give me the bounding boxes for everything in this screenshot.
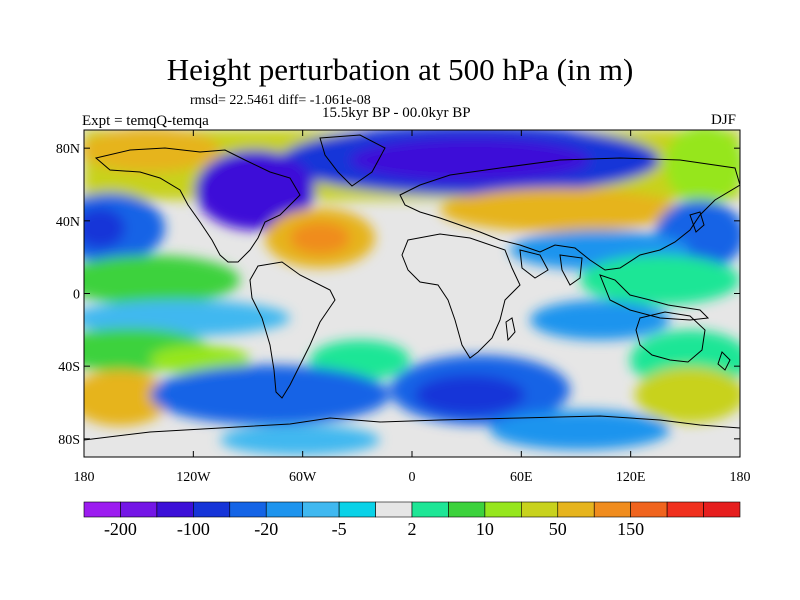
colorbar-swatch xyxy=(703,501,741,518)
colorbar-label: 150 xyxy=(617,519,644,539)
lon-tick-label: 180 xyxy=(730,470,751,485)
lon-tick-label: 0 xyxy=(409,470,416,485)
stats-label: rmsd= 22.5461 diff= -1.061e-08 xyxy=(190,93,371,108)
coastlines xyxy=(84,134,740,441)
season-label: DJF xyxy=(711,112,737,128)
period-label: 15.5kyr BP - 00.0kyr BP xyxy=(322,105,471,121)
colorbar-swatch xyxy=(302,501,340,518)
colorbar-swatch xyxy=(557,501,595,518)
colorbar-swatch xyxy=(83,501,121,518)
colorbar-swatch xyxy=(666,501,704,518)
colorbar-label: 2 xyxy=(408,519,417,539)
colorbar-label: -20 xyxy=(254,519,278,539)
colorbar-swatch xyxy=(193,501,231,518)
lon-axis: 180 120W 60W 0 60E 120E 180 xyxy=(74,130,751,485)
colorbar-swatch xyxy=(411,501,449,518)
lon-tick-label: 60E xyxy=(510,470,533,485)
colorbar-swatch xyxy=(229,501,267,518)
colorbar-swatch xyxy=(156,501,194,518)
colorbar-swatch xyxy=(265,501,303,518)
lon-tick-label: 120E xyxy=(616,470,646,485)
colorbar-label: 10 xyxy=(476,519,494,539)
colorbar-label: -200 xyxy=(104,519,137,539)
lat-axis: 80N 40N 0 40S 80S xyxy=(56,142,740,448)
lon-tick-label: 60W xyxy=(289,470,317,485)
contour-field xyxy=(84,130,740,457)
lat-tick-label: 40S xyxy=(58,360,80,375)
lat-tick-label: 0 xyxy=(73,288,80,303)
colorbar-swatch xyxy=(484,501,522,518)
colorbar-label: 50 xyxy=(549,519,567,539)
chart-title: Height perturbation at 500 hPa (in m) xyxy=(166,52,634,87)
colorbar-label: -5 xyxy=(332,519,347,539)
colorbar-swatch xyxy=(375,501,413,518)
colorbar-swatch xyxy=(630,501,668,518)
lat-tick-label: 80S xyxy=(58,433,80,448)
lon-tick-label: 120W xyxy=(176,470,211,485)
colorbar: -200 -100 -20 -5 2 10 50 150 xyxy=(83,501,741,539)
colorbar-swatch xyxy=(521,501,559,518)
colorbar-swatch xyxy=(120,501,158,518)
lat-tick-label: 40N xyxy=(56,215,80,230)
colorbar-label: -100 xyxy=(177,519,210,539)
lat-tick-label: 80N xyxy=(56,142,80,157)
colorbar-swatch xyxy=(338,501,376,518)
colorbar-swatch xyxy=(593,501,631,518)
colorbar-swatch xyxy=(448,501,486,518)
experiment-label: Expt = temqQ-temqa xyxy=(82,113,209,129)
lon-tick-label: 180 xyxy=(74,470,95,485)
